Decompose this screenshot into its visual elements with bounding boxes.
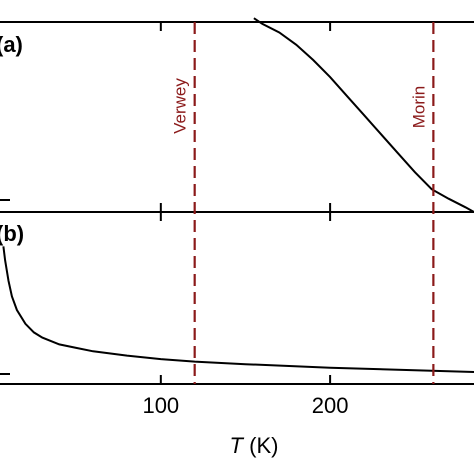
panel-a-label: (a) [0,32,23,57]
x-axis-title: T (K) [230,433,279,458]
transition-markers: Verwey Morin [171,22,435,384]
x-tick-label-200: 200 [312,393,349,418]
morin-marker-label: Morin [409,86,428,129]
panel-a-data-line [253,17,474,213]
panel-a: (a) [0,17,474,213]
panel-b-data-line [2,246,474,373]
x-tick-label-100: 100 [142,393,179,418]
panel-b-label: (b) [0,221,24,246]
panel-b: (b) [0,221,474,385]
x-axis: 100 200 T (K) [142,22,348,458]
verwey-marker-label: Verwey [171,78,190,134]
x-axis-title-symbol: T [230,433,245,458]
x-axis-title-unit: (K) [243,433,278,458]
